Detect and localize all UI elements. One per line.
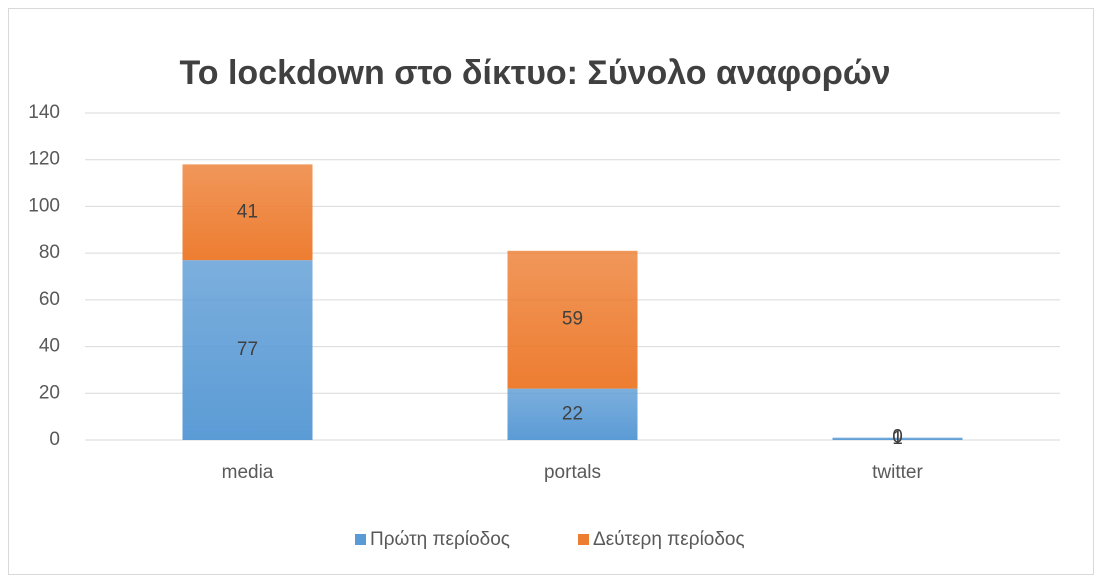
data-label: 77 [237,339,258,360]
legend-label: Πρώτη περίοδος [370,529,510,550]
y-tick-label: 80 [39,242,60,263]
x-tick-label: portals [544,462,601,483]
y-tick-label: 0 [49,429,60,450]
y-tick-label: 60 [39,289,60,310]
bar-segment [507,388,638,440]
y-tick-label: 100 [28,195,60,216]
bar-segment [832,437,963,440]
bar-segment [182,260,313,440]
x-tick-label: media [222,462,274,483]
legend-swatch [355,534,366,545]
bar-segment [507,250,638,389]
legend-swatch [578,534,589,545]
data-label: 41 [237,201,258,222]
y-tick-label: 140 [28,102,60,123]
y-tick-label: 20 [39,382,60,403]
y-tick-label: 40 [39,336,60,357]
y-tick-label: 120 [28,149,60,170]
bar-segment [182,164,313,261]
data-label: 59 [562,309,583,330]
data-label: 22 [562,403,583,424]
chart-title: Το lockdown στο δίκτυο: Σύνολο αναφορών [180,54,891,92]
x-tick-label: twitter [872,462,923,483]
data-label: 1 [892,428,903,449]
data-label: 0 [892,427,903,448]
legend-label: Δεύτερη περίοδος [593,529,745,550]
